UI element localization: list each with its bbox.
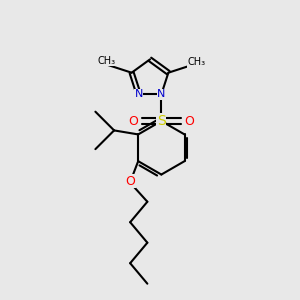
Text: CH₃: CH₃ xyxy=(97,56,115,66)
Text: O: O xyxy=(125,175,135,188)
Text: S: S xyxy=(157,114,166,128)
Text: CH₃: CH₃ xyxy=(187,57,205,67)
Text: O: O xyxy=(184,115,194,128)
Text: N: N xyxy=(134,89,143,99)
Text: O: O xyxy=(128,115,138,128)
Text: N: N xyxy=(157,89,166,99)
